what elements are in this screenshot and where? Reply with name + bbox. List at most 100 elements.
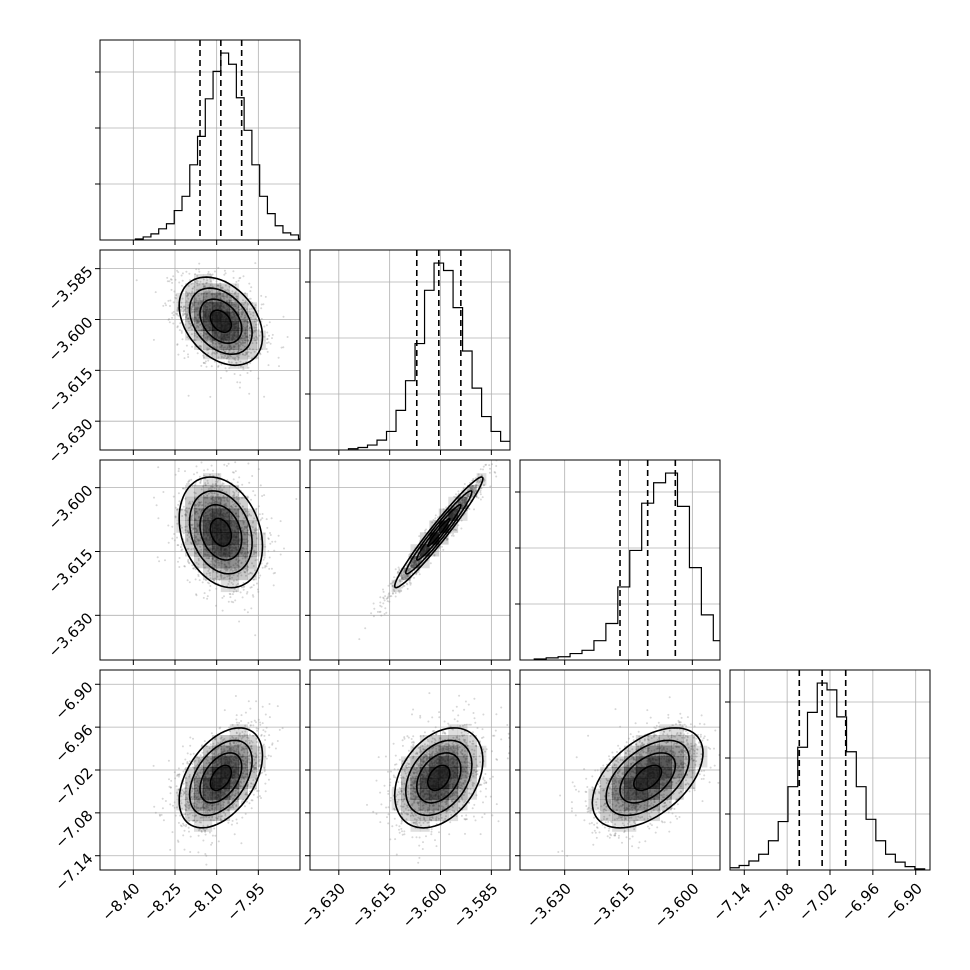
density-cell [211, 556, 222, 569]
scatter-point [185, 781, 188, 784]
scatter-point [373, 607, 376, 610]
scatter-point [226, 357, 229, 360]
scatter-point [198, 501, 201, 504]
scatter-point [226, 296, 229, 299]
scatter-point [204, 553, 207, 556]
scatter-point [209, 585, 212, 587]
scatter-point [265, 518, 268, 521]
scatter-point [215, 587, 218, 590]
scatter-point [402, 573, 405, 576]
scatter-point [248, 392, 251, 395]
density-cell [220, 311, 231, 322]
scatter-point [222, 455, 224, 457]
scatter-point [476, 480, 479, 483]
scatter-point [185, 270, 188, 273]
scatter-point [248, 481, 251, 484]
scatter-point [210, 502, 213, 505]
scatter-point [228, 358, 230, 361]
scatter-point [227, 289, 230, 292]
scatter-point [228, 577, 231, 580]
scatter-point [248, 326, 251, 329]
scatter-point [209, 487, 212, 489]
density-cell [211, 311, 222, 322]
scatter-point [242, 275, 245, 278]
scatter-point [191, 302, 194, 305]
scatter-point [234, 300, 237, 303]
scatter-point [197, 573, 200, 576]
scatter-point [453, 528, 456, 531]
density-cell [203, 311, 213, 322]
scatter-point [199, 539, 202, 542]
scatter-point [211, 341, 214, 344]
scatter-point [225, 357, 228, 360]
scatter-point [252, 584, 255, 587]
scatter-point [219, 502, 222, 505]
scatter-point [257, 377, 260, 380]
scatter-point [209, 395, 212, 398]
scatter-point [472, 490, 475, 493]
scatter-point [469, 487, 472, 490]
density-cell [238, 532, 248, 545]
scatter-point [463, 501, 466, 504]
scatter-point [187, 807, 190, 810]
scatter-point [238, 559, 241, 562]
scatter-point [237, 304, 240, 307]
scatter-point [235, 307, 238, 310]
scatter-point [209, 547, 212, 550]
scatter-point [418, 560, 421, 563]
scatter-point [196, 471, 199, 474]
scatter-point [214, 506, 217, 509]
scatter-point [202, 299, 205, 302]
scatter-point [265, 565, 268, 568]
scatter-point [222, 577, 225, 580]
scatter-point [223, 346, 226, 349]
scatter-point [195, 465, 198, 468]
scatter-point [184, 513, 186, 516]
scatter-point [462, 492, 465, 495]
scatter-point [240, 562, 243, 565]
scatter-point [251, 594, 254, 597]
scatter-point [225, 289, 227, 292]
scatter-point [221, 596, 224, 599]
scatter-point [246, 372, 249, 374]
density-cell [176, 508, 186, 521]
scatter-point [194, 568, 197, 571]
scatter-point [197, 321, 200, 324]
scatter-point [201, 316, 203, 319]
scatter-point [199, 536, 202, 539]
scatter-point [461, 502, 464, 505]
scatter-point [227, 574, 230, 577]
scatter-point [493, 471, 496, 473]
scatter-point [195, 317, 198, 320]
scatter-point [187, 327, 190, 329]
scatter-point [235, 295, 238, 298]
scatter-point [229, 596, 232, 599]
scatter-point [483, 484, 486, 487]
scatter-point [489, 485, 492, 488]
scatter-point [233, 802, 235, 805]
scatter-point [173, 533, 176, 535]
scatter-point [241, 353, 244, 356]
scatter-point [264, 564, 267, 567]
scatter-point [193, 539, 196, 541]
density-cell [185, 496, 195, 510]
scatter-point [165, 304, 167, 307]
density-cell [229, 567, 240, 581]
scatter-point [245, 328, 248, 331]
scatter-point [198, 508, 201, 511]
scatter-point [214, 495, 217, 498]
scatter-point [495, 465, 498, 467]
scatter-point [234, 291, 236, 294]
scatter-point [209, 491, 212, 494]
scatter-point [196, 533, 199, 536]
scatter-point [231, 804, 234, 807]
scatter-point [474, 486, 477, 489]
density-cell [238, 330, 248, 341]
scatter-point [220, 356, 223, 358]
scatter-point [475, 490, 478, 492]
scatter-point [256, 558, 259, 561]
scatter-point [192, 567, 195, 570]
scatter-point [244, 314, 246, 317]
scatter-point [203, 497, 206, 500]
scatter-point [220, 575, 223, 577]
